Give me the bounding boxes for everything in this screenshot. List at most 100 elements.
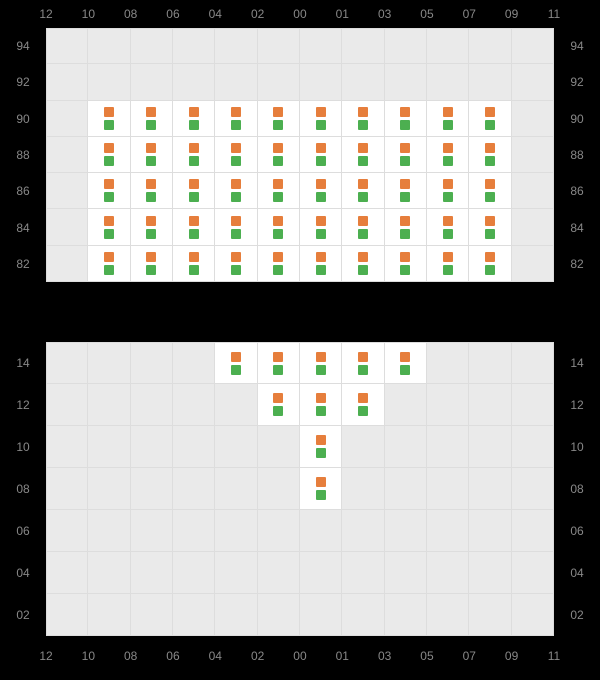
empty-cell xyxy=(300,64,342,100)
marker-bottom-icon xyxy=(104,120,114,130)
marker-bottom-icon xyxy=(104,156,114,166)
seat-cell[interactable] xyxy=(215,137,257,173)
seat-cell[interactable] xyxy=(131,173,173,209)
seat-cell[interactable] xyxy=(88,246,130,282)
x-axis-label: 01 xyxy=(321,646,363,666)
seat-cell[interactable] xyxy=(300,246,342,282)
empty-cell xyxy=(46,246,88,282)
seat-cell[interactable] xyxy=(342,209,384,245)
seat-cell[interactable] xyxy=(258,173,300,209)
seat-cell[interactable] xyxy=(427,246,469,282)
seat-cell[interactable] xyxy=(342,246,384,282)
seat-cell[interactable] xyxy=(469,101,511,137)
marker-top-icon xyxy=(104,107,114,117)
seat-cell[interactable] xyxy=(88,173,130,209)
empty-cell xyxy=(469,468,511,510)
seat-cell[interactable] xyxy=(385,342,427,384)
empty-cell xyxy=(427,28,469,64)
seat-cell[interactable] xyxy=(215,173,257,209)
empty-cell xyxy=(469,426,511,468)
seat-cell[interactable] xyxy=(427,137,469,173)
seat-cell[interactable] xyxy=(427,209,469,245)
seat-cell[interactable] xyxy=(173,246,215,282)
panel-bottom: 1210080604020001030507091114121008060402… xyxy=(0,328,600,680)
seat-cell[interactable] xyxy=(342,173,384,209)
seat-cell[interactable] xyxy=(300,137,342,173)
marker-bottom-icon xyxy=(316,448,326,458)
empty-cell xyxy=(46,173,88,209)
y-axis-label: 94 xyxy=(554,28,600,64)
seat-cell[interactable] xyxy=(385,101,427,137)
x-axis-label: 08 xyxy=(109,4,151,24)
seat-cell[interactable] xyxy=(342,384,384,426)
empty-cell xyxy=(512,468,554,510)
seat-cell[interactable] xyxy=(469,209,511,245)
seat-cell[interactable] xyxy=(300,342,342,384)
seat-cell[interactable] xyxy=(385,209,427,245)
x-axis-label: 11 xyxy=(533,646,575,666)
seat-cell[interactable] xyxy=(131,101,173,137)
seat-cell[interactable] xyxy=(385,173,427,209)
seat-cell[interactable] xyxy=(131,209,173,245)
seat-cell[interactable] xyxy=(469,137,511,173)
marker-top-icon xyxy=(358,143,368,153)
seat-cell[interactable] xyxy=(300,384,342,426)
seat-cell[interactable] xyxy=(300,209,342,245)
panel-top: 1210080604020001030507091194929088868482… xyxy=(0,0,600,300)
marker-top-icon xyxy=(104,216,114,226)
seat-cell[interactable] xyxy=(469,246,511,282)
seat-cell[interactable] xyxy=(88,209,130,245)
seat-cell[interactable] xyxy=(342,101,384,137)
seat-cell[interactable] xyxy=(300,173,342,209)
seat-cell[interactable] xyxy=(173,137,215,173)
seat-cell[interactable] xyxy=(131,137,173,173)
seat-cell[interactable] xyxy=(88,101,130,137)
seat-cell[interactable] xyxy=(258,342,300,384)
seat-cell[interactable] xyxy=(215,209,257,245)
seat-cell[interactable] xyxy=(300,101,342,137)
seat-cell[interactable] xyxy=(173,101,215,137)
y-axis-label: 08 xyxy=(554,468,600,510)
seat-cell[interactable] xyxy=(385,137,427,173)
empty-cell xyxy=(215,28,257,64)
seat-cell[interactable] xyxy=(258,101,300,137)
marker-bottom-icon xyxy=(273,120,283,130)
marker-bottom-icon xyxy=(316,265,326,275)
y-axis-labels-left: 94929088868482 xyxy=(0,28,46,282)
seat-cell[interactable] xyxy=(427,173,469,209)
marker-bottom-icon xyxy=(316,192,326,202)
grid-top xyxy=(46,28,554,282)
seat-cell[interactable] xyxy=(300,426,342,468)
marker-top-icon xyxy=(400,143,410,153)
seat-cell[interactable] xyxy=(215,342,257,384)
seat-cell[interactable] xyxy=(258,137,300,173)
empty-cell xyxy=(46,510,88,552)
marker-top-icon xyxy=(273,107,283,117)
marker-top-icon xyxy=(231,143,241,153)
seat-cell[interactable] xyxy=(215,246,257,282)
seat-cell[interactable] xyxy=(173,173,215,209)
x-axis-label: 06 xyxy=(152,646,194,666)
seat-cell[interactable] xyxy=(131,246,173,282)
marker-top-icon xyxy=(358,352,368,362)
seat-cell[interactable] xyxy=(258,246,300,282)
seat-cell[interactable] xyxy=(469,173,511,209)
seat-cell[interactable] xyxy=(427,101,469,137)
empty-cell xyxy=(512,552,554,594)
seat-cell[interactable] xyxy=(342,342,384,384)
seat-cell[interactable] xyxy=(342,137,384,173)
seat-cell[interactable] xyxy=(88,137,130,173)
seat-cell[interactable] xyxy=(300,468,342,510)
marker-top-icon xyxy=(231,252,241,262)
empty-cell xyxy=(300,552,342,594)
seat-cell[interactable] xyxy=(258,209,300,245)
y-axis-labels-right: 94929088868482 xyxy=(554,28,600,282)
marker-bottom-icon xyxy=(231,365,241,375)
marker-top-icon xyxy=(443,252,453,262)
seat-cell[interactable] xyxy=(258,384,300,426)
seat-cell[interactable] xyxy=(215,101,257,137)
seat-cell[interactable] xyxy=(385,246,427,282)
empty-cell xyxy=(215,64,257,100)
seat-cell[interactable] xyxy=(173,209,215,245)
empty-cell xyxy=(131,594,173,636)
